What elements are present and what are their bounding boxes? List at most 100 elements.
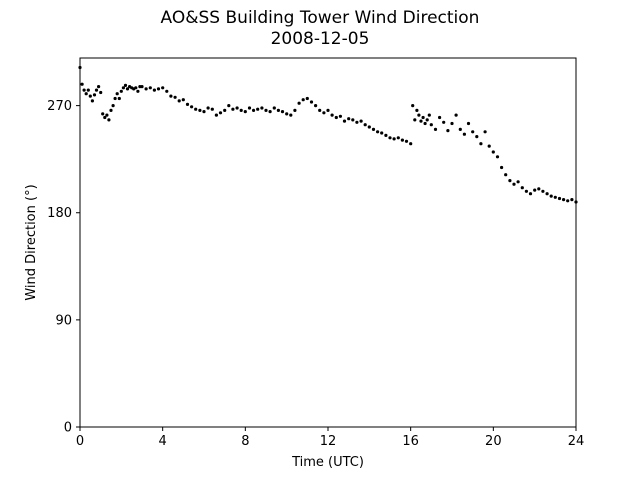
data-point [185,102,190,106]
data-point [99,90,103,95]
data-point [293,108,297,112]
data-point [264,108,268,112]
data-point [549,194,553,198]
data-point [330,113,334,117]
data-point [289,113,293,117]
data-point [479,142,483,146]
data-point [194,107,198,111]
data-point [338,114,342,118]
data-point [107,118,111,122]
data-point [355,120,359,124]
data-point [252,108,256,112]
data-point [113,96,117,101]
data-point [152,88,156,92]
data-point [411,104,415,108]
data-point [570,198,574,202]
data-point [500,165,504,170]
data-point [314,104,318,108]
data-point [121,86,125,90]
data-point [446,129,450,133]
data-point [429,123,433,127]
data-point [396,136,400,140]
data-point [380,131,384,135]
data-point [206,106,210,110]
data-point [415,108,419,112]
data-point [117,96,121,101]
data-point [134,86,138,90]
data-point [123,83,128,87]
data-point [223,108,227,112]
data-point [305,96,309,101]
y-axis-label: Wind Direction (°) [24,184,39,300]
data-point [169,94,173,98]
axes-frame [79,57,577,428]
data-point [442,120,446,124]
data-point [280,110,285,114]
data-point [359,119,363,123]
data-point [417,113,421,117]
x-axis-ticks: 0 4 8 12 16 20 24 [76,427,584,449]
data-point [438,115,442,120]
data-point [218,111,223,115]
data-point [367,125,371,129]
data-point [173,95,177,99]
data-point [487,144,491,148]
data-point [562,198,566,202]
data-point [326,108,330,112]
data-point [125,87,130,91]
data-point [268,110,272,114]
data-point [272,106,276,110]
x-tick-label: 16 [402,434,419,449]
data-point [198,108,202,112]
data-point [454,113,458,117]
data-point [322,111,326,115]
data-point [363,123,367,127]
data-point [94,88,99,92]
data-point [235,106,239,110]
data-point [371,127,376,131]
data-point [297,101,301,105]
data-point [427,113,431,117]
y-tick-label: 0 [64,421,72,436]
data-point [351,118,355,122]
data-point [483,130,487,134]
x-tick-label: 8 [241,434,249,449]
data-point [301,98,305,102]
y-axis-ticks: 0 90 180 270 [47,99,80,436]
data-point [409,142,413,146]
data-point [136,89,140,93]
data-point [181,98,185,102]
data-point [425,118,429,122]
data-point [161,86,165,90]
data-point [423,121,427,126]
data-point [92,93,97,97]
data-point [210,107,214,111]
data-point [239,108,243,112]
data-point [156,87,161,91]
data-point [243,110,247,114]
data-point [148,86,152,90]
data-point [512,182,516,186]
data-point [475,135,479,139]
data-point [103,115,107,120]
data-point [80,82,84,86]
data-point [421,115,425,120]
data-point [214,113,218,117]
data-point [285,112,289,116]
data-point [227,104,231,108]
chart-title: AO&SS Building Tower Wind Direction [160,8,480,28]
x-tick-label: 24 [568,434,585,449]
y-tick-label: 270 [47,99,72,114]
data-point [520,186,524,190]
data-point [84,92,88,96]
data-point [231,107,235,111]
data-point [528,192,533,196]
data-point [553,195,557,199]
data-point [508,179,512,183]
chart-subtitle: 2008-12-05 [270,29,370,49]
data-point [342,119,347,123]
data-point [119,89,123,93]
data-point [276,108,280,112]
data-point [260,106,264,110]
